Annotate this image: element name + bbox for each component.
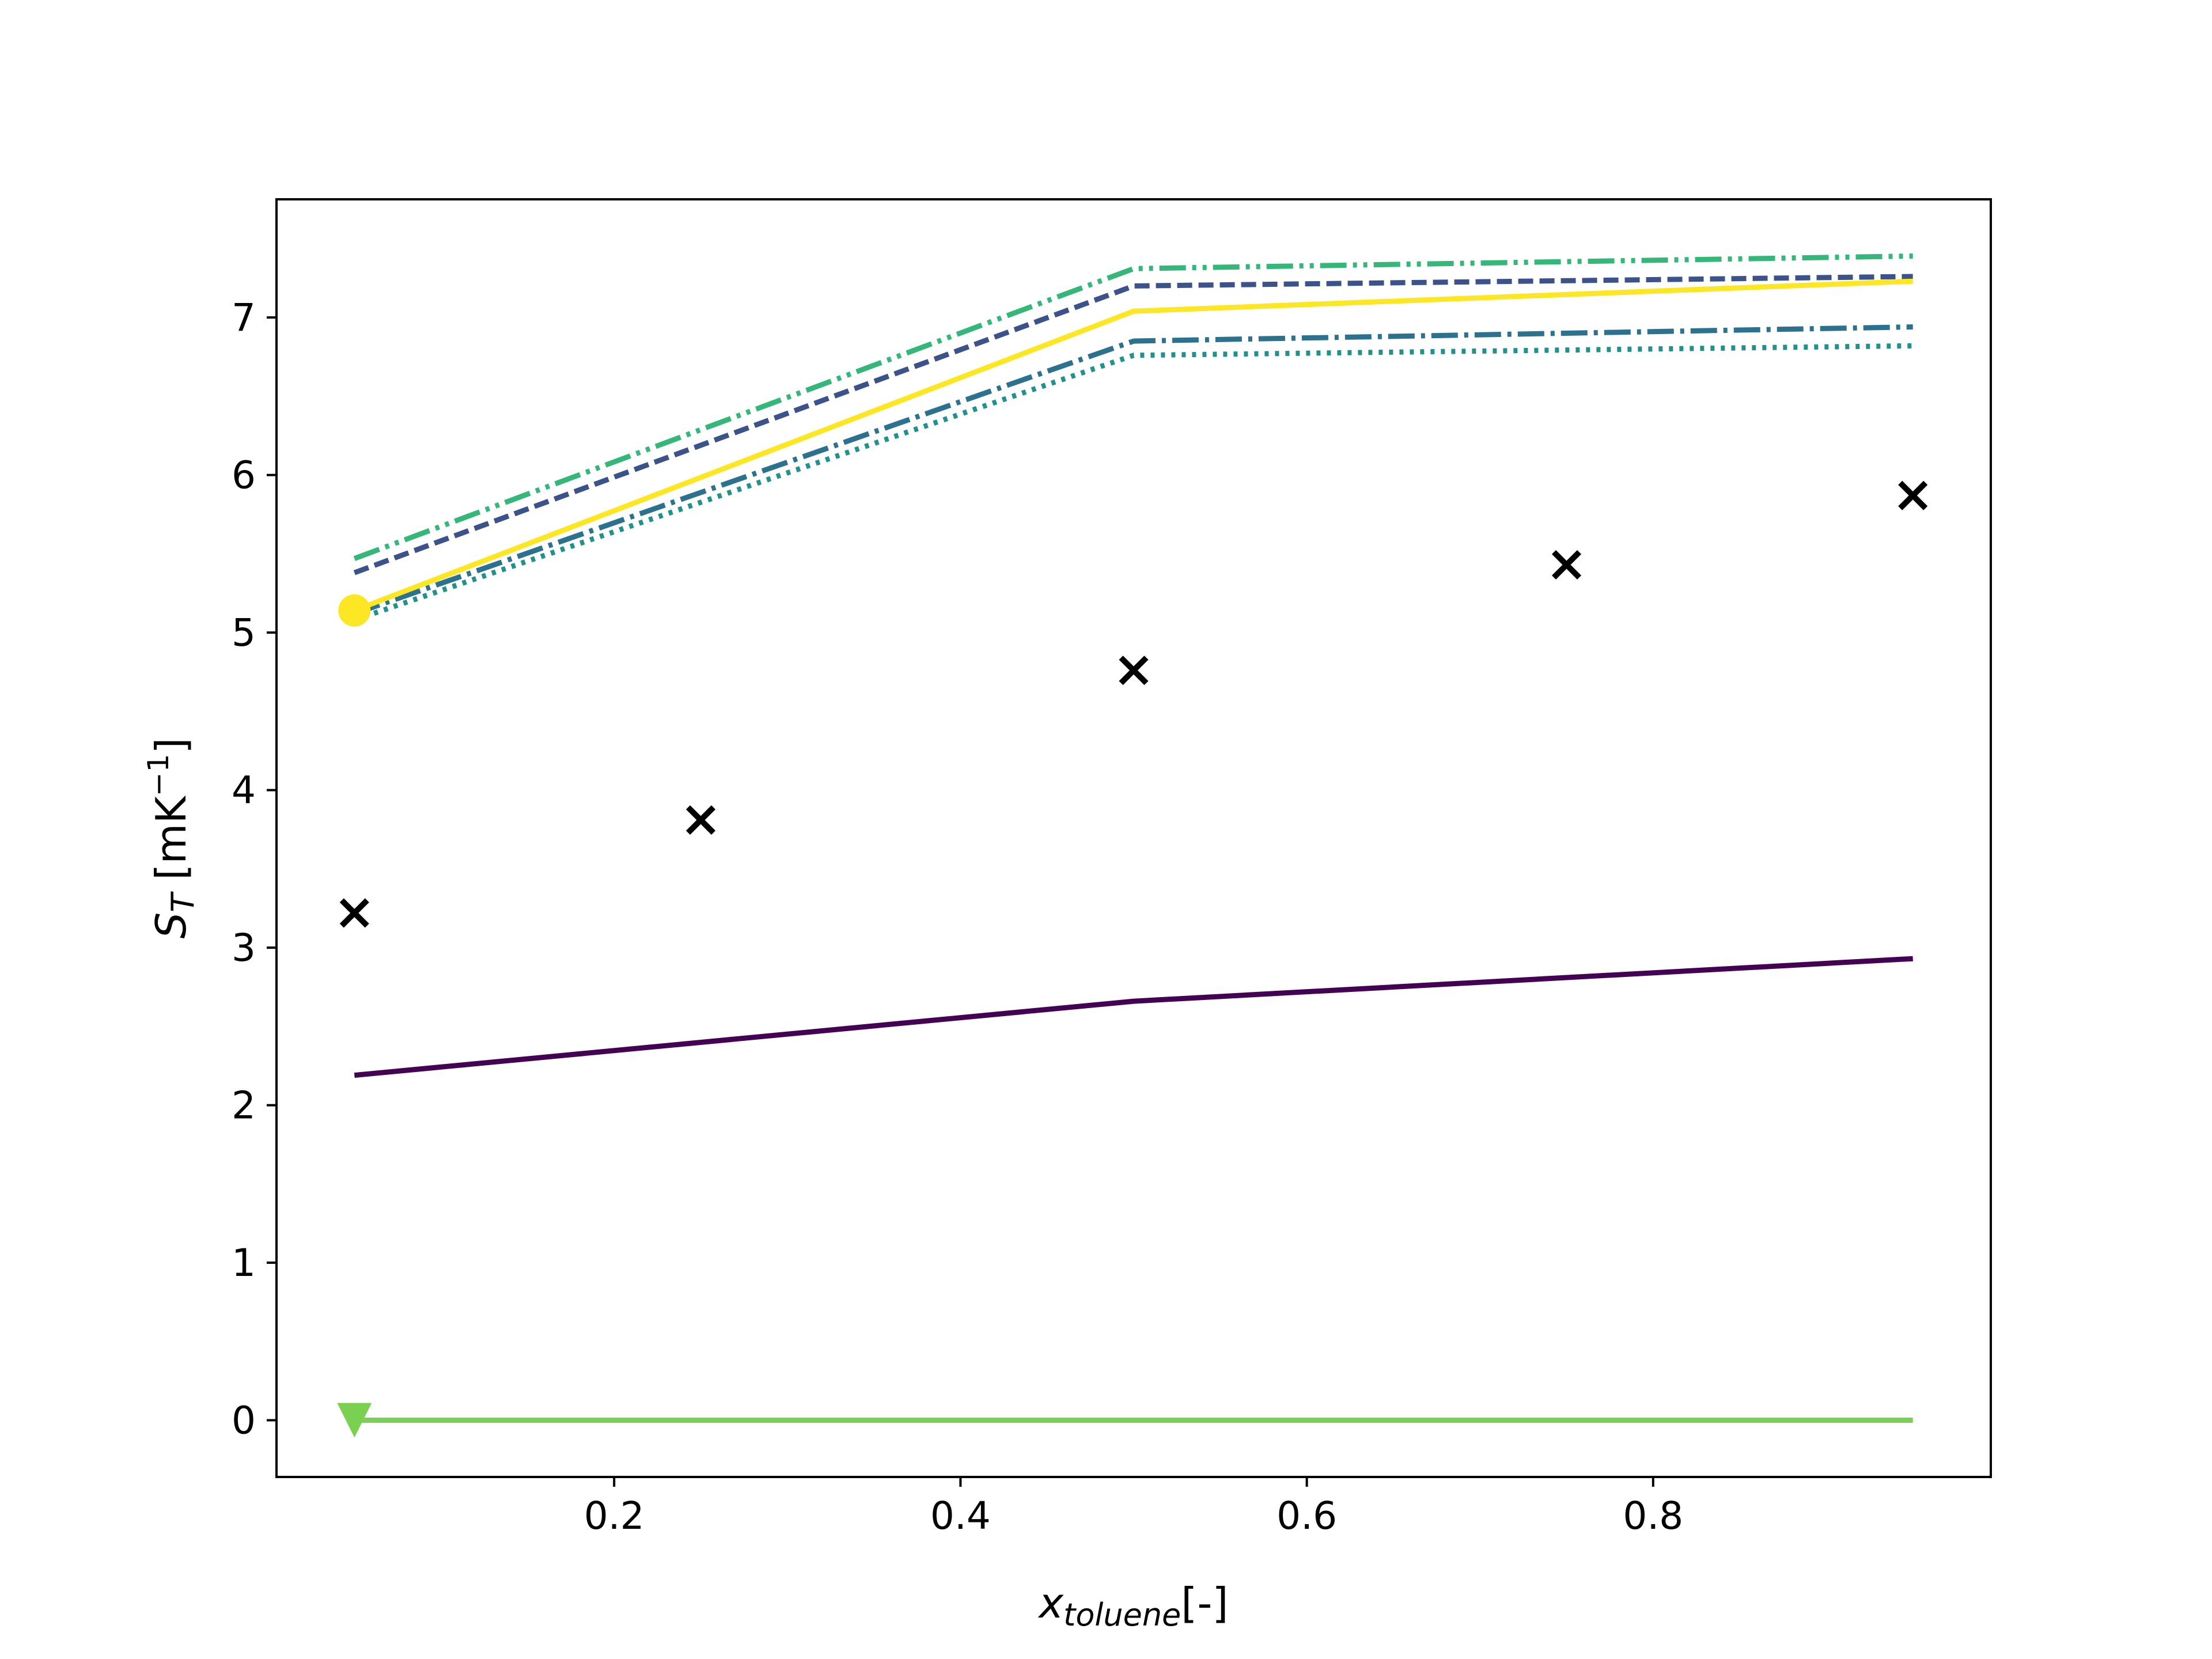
y-tick-label: 4 xyxy=(232,768,256,813)
series-line-5 xyxy=(353,253,1913,561)
y-axis-label-sup: −1 xyxy=(142,754,175,797)
series-6-start-marker xyxy=(337,1403,372,1438)
experimental-point-5 xyxy=(1898,480,1928,510)
y-tick-label: 7 xyxy=(232,296,256,340)
x-tick-label: 0.8 xyxy=(1623,1494,1683,1538)
axis-ticks: 0.2 0.4 0.6 0.8 0 1 2 3 4 5 6 7 xyxy=(232,296,1683,1538)
y-axis-label-sub: T xyxy=(165,891,201,912)
x-axis-label-suffix: [-] xyxy=(1181,1579,1228,1627)
experimental-point-4 xyxy=(1551,550,1582,580)
x-tick-label: 0.2 xyxy=(584,1494,645,1538)
y-tick-label: 1 xyxy=(232,1241,256,1285)
y-axis-label-prefix: [mK xyxy=(147,796,195,893)
series-line-2 xyxy=(353,274,1913,575)
x-axis-label: xtoluene[-] xyxy=(1038,1579,1229,1633)
y-tick-label: 5 xyxy=(232,611,256,655)
y-tick-label: 2 xyxy=(232,1084,256,1128)
y-axis-label-main: S xyxy=(147,912,195,939)
experimental-point-3 xyxy=(1119,656,1149,685)
plot-area-frame xyxy=(275,198,1992,1478)
experimental-point-1 xyxy=(339,898,369,928)
series-line-4 xyxy=(353,343,1913,623)
series-7-start-marker xyxy=(338,594,371,627)
x-tick-label: 0.6 xyxy=(1277,1494,1337,1538)
x-axis-label-main: x xyxy=(1038,1579,1065,1627)
y-tick-label: 0 xyxy=(232,1399,256,1443)
series-line-1 xyxy=(354,956,1913,1078)
y-axis-label: ST [mK−1] xyxy=(142,738,201,939)
x-axis-label-sub: toluene xyxy=(1063,1597,1181,1633)
y-axis-label-suffix: ] xyxy=(147,738,195,754)
series-line-3 xyxy=(353,324,1913,616)
series-line-7 xyxy=(353,278,1913,613)
experimental-point-2 xyxy=(685,805,716,835)
plot-marks xyxy=(337,253,1928,1438)
y-tick-label: 3 xyxy=(232,926,256,970)
x-tick-label: 0.4 xyxy=(930,1494,991,1538)
y-tick-label: 6 xyxy=(232,453,256,498)
